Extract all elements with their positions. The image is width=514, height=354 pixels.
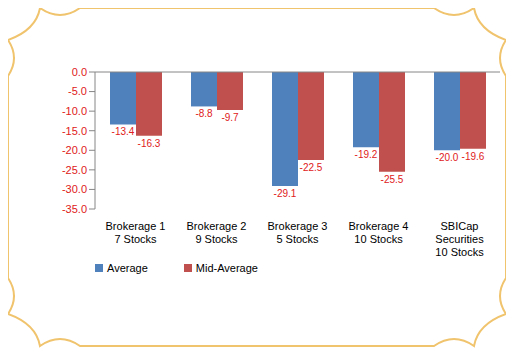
html-text:Average: Average [107, 262, 148, 274]
svg-text:-25.0: -25.0 [62, 164, 87, 176]
svg-text:-19.6: -19.6 [462, 151, 485, 162]
svg-text:-19.2: -19.2 [355, 149, 378, 160]
svg-text:-5.0: -5.0 [68, 85, 87, 97]
svg-text:Brokerage 29 Stocks: Brokerage 29 Stocks [187, 220, 247, 245]
svg-text:-30.0: -30.0 [62, 183, 87, 195]
svg-text:-20.0: -20.0 [436, 152, 459, 163]
svg-text:-9.7: -9.7 [221, 112, 239, 123]
svg-text:-10.0: -10.0 [62, 105, 87, 117]
html-text:Mid-Average: Mid-Average [195, 262, 258, 274]
svg-text:-15.0: -15.0 [62, 125, 87, 137]
svg-text:-35.0: -35.0 [62, 203, 87, 215]
svg-text:-20.0: -20.0 [62, 144, 87, 156]
svg-text:-29.1: -29.1 [274, 188, 297, 199]
svg-text:Brokerage 17 Stocks: Brokerage 17 Stocks [106, 220, 166, 245]
svg-text:-8.8: -8.8 [195, 108, 213, 119]
svg-text:SBICapSecurities10 Stocks: SBICapSecurities10 Stocks [435, 220, 484, 258]
svg-text:-16.3: -16.3 [138, 138, 161, 149]
svg-text:Brokerage 35 Stocks: Brokerage 35 Stocks [268, 220, 328, 245]
svg-text:-13.4: -13.4 [112, 126, 135, 137]
svg-text:0.0: 0.0 [72, 66, 87, 78]
svg-text:-22.5: -22.5 [300, 162, 323, 173]
svg-text:-25.5: -25.5 [381, 174, 404, 185]
svg-text:Brokerage 410 Stocks: Brokerage 410 Stocks [349, 220, 409, 245]
